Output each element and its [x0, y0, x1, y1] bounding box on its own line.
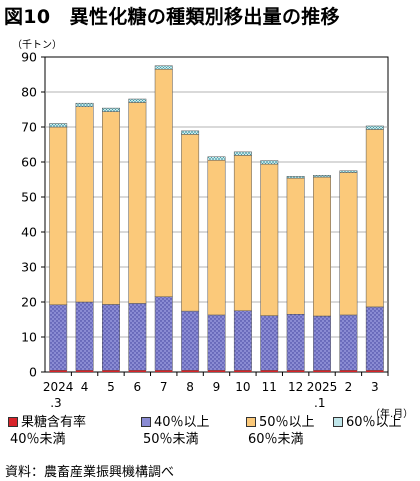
bar-segment-s1-c12 [365, 306, 384, 371]
y-tick-label: 0 [29, 365, 37, 380]
legend-swatch-under40 [8, 417, 18, 427]
x-tick-label: 3 [371, 380, 379, 394]
stacked-bar-chart: 0 10 20 30 40 50 60 70 80 90 2024 .3 4 5 6 7 8 9 10 11 12 202… [21, 50, 389, 410]
x-tick-label: 11 [262, 380, 277, 394]
bar-segment-s2-c6 [207, 160, 226, 316]
bar-segment-s0-c10 [313, 370, 331, 372]
bar-segment-s0-c9 [286, 370, 305, 372]
bar-segment-s2-c9 [286, 177, 305, 315]
bar-segment-s3-c2 [102, 107, 120, 112]
bar-segment-s0-c7 [234, 370, 252, 372]
bar-segment-s3-c7 [233, 151, 252, 156]
bar-segment-s1-c4 [154, 296, 173, 371]
bar-segment-s3-c8 [260, 160, 279, 165]
x-tick-label: 2024 [43, 380, 74, 394]
bar-segment-s2-c8 [260, 163, 279, 316]
bar-segment-s0-c2 [102, 370, 120, 372]
bar-segment-s0-c12 [366, 370, 384, 372]
x-tick-label: 6 [134, 380, 142, 394]
bar-segment-s1-c6 [207, 314, 226, 371]
bar-segment-s3-c5 [181, 130, 200, 135]
y-tick-label: 50 [21, 190, 37, 205]
legend-swatch-over60 [333, 417, 343, 427]
x-tick-sublabel: .1 [314, 396, 325, 410]
x-tick-label: 12 [288, 380, 303, 394]
legend-label-under40-line2: 40％未満 [10, 432, 66, 447]
legend-swatch-50to60 [246, 417, 256, 427]
bar-segment-s2-c10 [313, 176, 331, 317]
y-unit-label: （千トン） [12, 40, 62, 51]
x-tick-label: 2 [345, 380, 353, 394]
bar-segment-s0-c8 [260, 370, 278, 372]
bar-segment-s1-c5 [181, 310, 200, 371]
bar-segment-s2-c11 [339, 172, 358, 316]
legend-label-under40-line1: 果糖含有率 [21, 415, 87, 430]
legend-item-over60: 60％以上 [333, 414, 402, 431]
legend-label-50to60-line1: 50％以上 [259, 415, 315, 430]
y-tick-label: 80 [21, 85, 37, 100]
bar-segment-s2-c12 [365, 129, 384, 308]
y-tick-label: 30 [21, 260, 37, 275]
legend-label-40to50-line1: 40％以上 [154, 415, 210, 430]
x-tick-label: 4 [81, 380, 89, 394]
legend-label-50to60-line2: 60％未満 [248, 432, 304, 447]
bar-segment-s1-c1 [75, 301, 94, 371]
x-unit-label: （年.月） [370, 409, 414, 420]
bar-segment-s2-c2 [102, 111, 120, 305]
bar-segment-s1-c10 [313, 315, 331, 371]
bar-segment-s0-c1 [75, 370, 94, 372]
bar-segment-s2-c3 [128, 102, 147, 304]
bar-segment-s2-c1 [75, 106, 94, 303]
bar-segment-s2-c5 [181, 134, 200, 312]
x-tick-label: 7 [160, 380, 168, 394]
x-tick-label: 10 [235, 380, 250, 394]
x-tick-label: 2025 [307, 380, 338, 394]
bar-segment-s1-c8 [260, 315, 279, 371]
bar-segment-s0-c6 [207, 370, 226, 372]
bar-segment-s1-c11 [339, 314, 358, 371]
bar-segment-s1-c7 [233, 310, 252, 371]
bar-segment-s3-c3 [128, 98, 147, 103]
bar-segment-s3-c10 [313, 175, 331, 178]
legend: 果糖含有率 40％未満 40％以上 50％未満 50％以上 60％未満 60％以… [8, 414, 418, 464]
bar-segment-s2-c7 [233, 155, 252, 311]
y-tick-label: 40 [21, 225, 37, 240]
y-tick-label: 60 [21, 155, 37, 170]
bar-segment-s0-c4 [155, 370, 173, 372]
bar-segment-s1-c2 [102, 304, 120, 371]
x-tick-label: 5 [107, 380, 115, 394]
bar-segment-s1-c3 [128, 303, 147, 371]
bar-segment-s3-c6 [207, 156, 226, 161]
chart-title: 図10 異性化糖の種類別移出量の推移 [4, 6, 340, 28]
bar-segment-s0-c11 [339, 370, 358, 372]
bar-segment-s3-c4 [154, 65, 173, 70]
bar-segment-s0-c0 [49, 370, 67, 372]
x-tick-label: 9 [213, 380, 221, 394]
bar-segment-s2-c4 [154, 69, 173, 297]
bar-segment-s1-c9 [286, 314, 305, 371]
y-tick-label: 10 [21, 330, 37, 345]
legend-item-50to60: 50％以上 60％未満 [246, 414, 315, 448]
source-note: 資料：農畜産業振興機構調べ [5, 465, 175, 480]
bar-segment-s3-c0 [49, 123, 68, 128]
bar-segment-s1-c0 [49, 304, 68, 371]
legend-label-over60: 60％以上 [346, 415, 402, 430]
bar-segment-s0-c3 [128, 370, 147, 372]
bar-segment-s0-c5 [181, 370, 199, 372]
y-tick-label: 70 [21, 120, 37, 135]
bar-segment-s3-c1 [75, 102, 94, 107]
bar-segment-s3-c9 [286, 176, 305, 179]
legend-label-40to50-line2: 50％未満 [143, 432, 199, 447]
bar-segment-s3-c11 [339, 170, 358, 173]
x-tick-sublabel: .3 [50, 396, 61, 410]
legend-item-under40: 果糖含有率 40％未満 [8, 414, 86, 448]
x-tick-label: 8 [186, 380, 194, 394]
legend-swatch-40to50 [141, 417, 151, 427]
bar-segment-s2-c0 [49, 126, 68, 306]
y-tick-label: 90 [21, 50, 37, 65]
y-tick-label: 20 [21, 295, 37, 310]
bar-segment-s3-c12 [365, 125, 384, 130]
legend-item-40to50: 40％以上 50％未満 [141, 414, 210, 448]
